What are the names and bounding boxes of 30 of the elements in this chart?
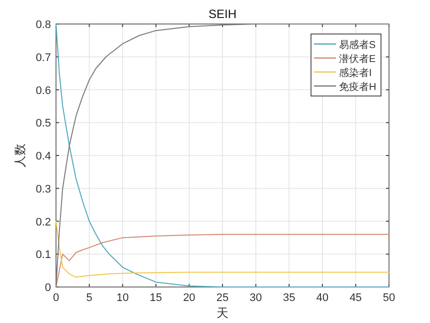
y-tick-label: 0.3	[36, 183, 51, 196]
x-tick-label: 35	[282, 292, 296, 304]
x-tick-label: 50	[382, 292, 396, 304]
x-tick-label: 25	[216, 292, 229, 304]
x-tick-label: 10	[116, 292, 129, 304]
legend-label: 免疫者H	[339, 81, 376, 93]
y-tick-label: 0.4	[36, 150, 51, 162]
y-axis-title: 人数	[13, 144, 27, 168]
x-tick-label: 40	[316, 292, 329, 304]
x-axis-title: 天	[216, 306, 228, 320]
x-tick-label: 0	[52, 292, 60, 304]
line-series	[56, 234, 390, 288]
line-series	[56, 220, 390, 278]
y-tick-label: 0.5	[36, 118, 51, 130]
legend-label: 潜伏者E	[339, 53, 376, 65]
chart-title: SEIH	[208, 7, 237, 21]
y-tick-label: 0.2	[36, 216, 51, 228]
y-tick-label: 0.8	[36, 19, 51, 31]
y-tick-label: 0.6	[36, 84, 51, 97]
x-tick-label: 15	[150, 292, 162, 304]
x-tick-label: 45	[350, 292, 362, 304]
y-tick-label: 0.1	[36, 249, 51, 262]
y-tick-label: 0	[44, 282, 51, 294]
x-tick-label: 20	[183, 292, 196, 304]
legend-label: 易感者S	[339, 39, 376, 51]
legend-label: 感染者I	[339, 67, 372, 79]
x-tick-label: 5	[86, 292, 92, 304]
x-tick-label: 30	[250, 292, 262, 304]
line-series	[56, 24, 390, 288]
y-tick-label: 0.7	[36, 52, 51, 64]
